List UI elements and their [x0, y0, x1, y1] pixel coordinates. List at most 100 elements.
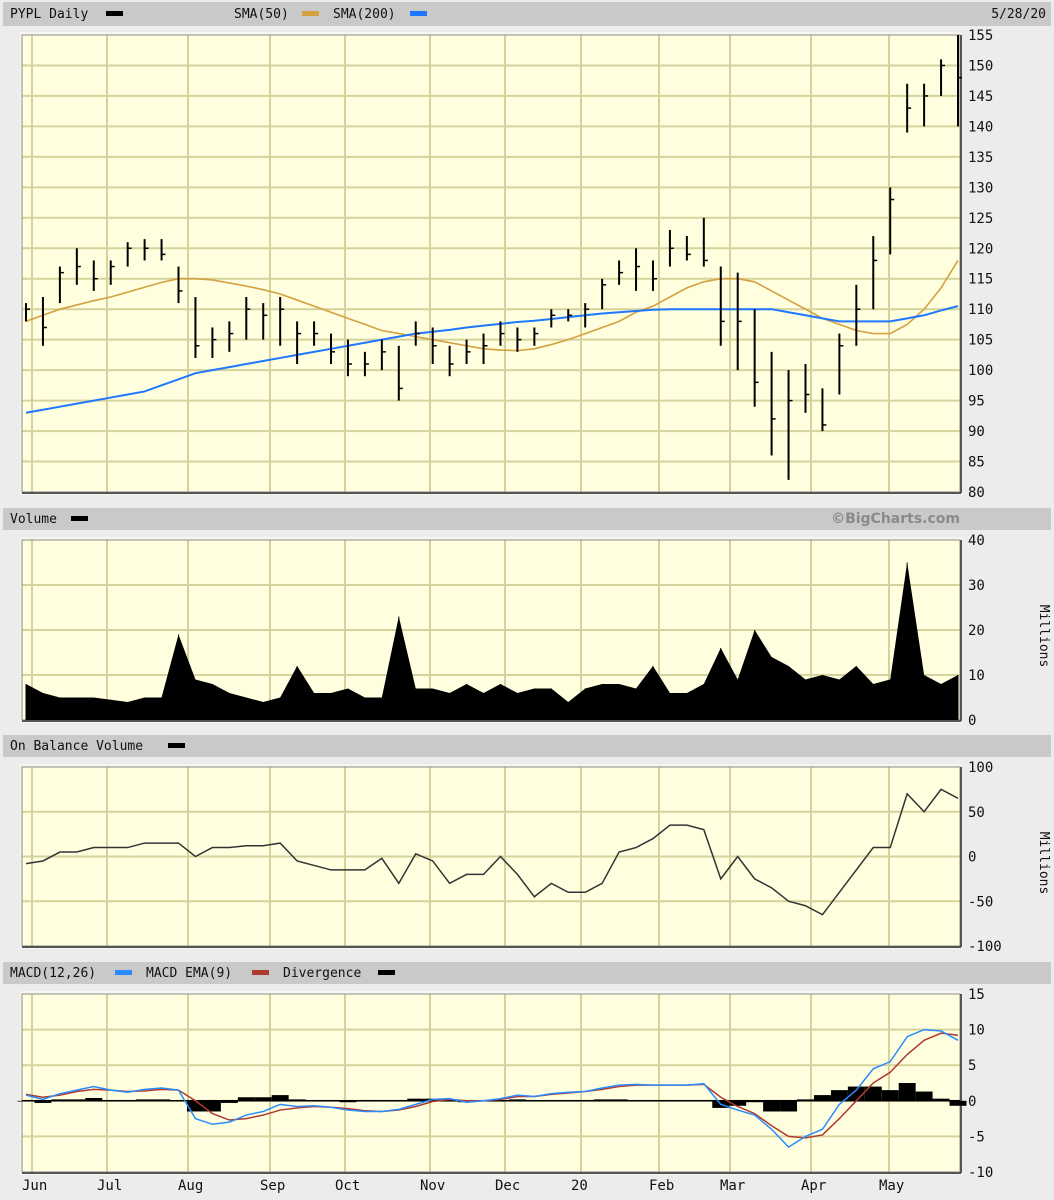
x-tick-label: Aug	[178, 1178, 203, 1194]
x-tick-label: Feb	[649, 1178, 674, 1194]
price-bar	[75, 248, 81, 285]
price-bar	[58, 266, 64, 304]
price-bar	[651, 260, 657, 291]
sma50-legend-label: SMA(50)	[234, 7, 289, 22]
x-tick-label: Mar	[720, 1178, 745, 1194]
price-y-tick-label: 150	[968, 58, 993, 74]
obv-y-tick-label: 0	[968, 850, 976, 866]
price-y-tick-label: 105	[968, 333, 993, 349]
volume-y-tick-label: 30	[968, 578, 985, 594]
price-bar	[448, 345, 454, 377]
price-bar	[397, 345, 403, 401]
price-y-tick-label: 90	[968, 424, 985, 440]
price-y-tick-label: 95	[968, 394, 985, 410]
price-bar	[838, 333, 844, 395]
price-bar	[550, 309, 556, 328]
price-bar	[194, 297, 200, 358]
chart-date: 5/28/20	[991, 7, 1046, 22]
divergence-bar	[85, 1097, 103, 1101]
volume-label: Volume	[10, 512, 57, 527]
obv-header-bar	[3, 735, 1051, 757]
price-bar	[25, 303, 30, 322]
volume-axis-label: Millions	[1036, 605, 1051, 668]
price-bar	[872, 236, 878, 310]
divergence-bar	[729, 1100, 747, 1106]
price-bar	[330, 333, 336, 365]
price-bar	[855, 284, 861, 346]
macd-line	[25, 1028, 959, 1149]
price-y-tick-label: 155	[968, 28, 993, 44]
macd-legend-swatch	[115, 970, 132, 975]
price-y-tick-label: 85	[968, 455, 985, 471]
volume-y-tick-label: 10	[968, 668, 985, 684]
price-bar	[279, 297, 285, 346]
obv-line	[25, 788, 959, 916]
price-bar	[516, 327, 522, 352]
price-bar	[245, 297, 251, 340]
x-tick-label: Oct	[335, 1178, 360, 1194]
macd-y-tick-label: -5	[968, 1129, 985, 1145]
price-bar	[601, 278, 607, 310]
price-bar	[685, 236, 691, 261]
divergence-bar	[763, 1100, 781, 1112]
volume-y-tick-label: 40	[968, 533, 985, 549]
copyright-watermark: ©BigCharts.com	[831, 511, 960, 527]
divergence-bar	[915, 1091, 933, 1101]
obv-label: On Balance Volume	[10, 739, 143, 754]
obv-y-tick-label: 100	[968, 760, 993, 776]
price-bar	[787, 370, 793, 480]
price-bar	[719, 266, 725, 346]
x-tick-label: May	[879, 1178, 904, 1194]
macd-ema-legend-swatch	[252, 970, 269, 975]
volume-panel: 40 30 20 10 0	[20, 533, 985, 729]
price-legend-swatch	[106, 11, 123, 16]
divergence-bar	[34, 1100, 52, 1103]
price-bar	[160, 239, 166, 261]
obv-legend-swatch	[168, 743, 185, 748]
price-bar	[313, 321, 319, 346]
price-bar	[770, 351, 776, 456]
price-bar	[635, 248, 641, 291]
macd-header-bar	[3, 962, 1051, 984]
price-bar	[177, 266, 183, 304]
divergence-bar	[898, 1083, 916, 1101]
obv-y-tick-label: -50	[968, 894, 993, 910]
volume-y-tick-label: 0	[968, 713, 976, 729]
divergence-bar	[220, 1100, 238, 1103]
price-y-tick-label: 100	[968, 363, 993, 379]
price-bar	[940, 59, 946, 96]
divergence-bar	[864, 1086, 882, 1101]
price-bar	[821, 388, 827, 432]
sma200-legend-label: SMA(200)	[333, 7, 396, 22]
price-y-tick-label: 140	[968, 119, 993, 135]
price-header-bar	[3, 2, 1051, 26]
divergence-legend-swatch	[378, 970, 395, 975]
price-y-tick-label: 120	[968, 241, 993, 257]
divergence-bar	[203, 1100, 221, 1112]
price-bar	[736, 272, 742, 371]
sma200-legend-swatch	[410, 11, 427, 16]
price-bar	[211, 327, 217, 358]
divergence-bar	[830, 1090, 848, 1101]
macd-y-tick-label: 0	[968, 1094, 976, 1110]
price-bar	[262, 303, 268, 340]
macd-panel: 15 10 5 0 -5 -10	[17, 987, 993, 1181]
price-bar	[363, 351, 369, 377]
price-bar	[126, 242, 132, 267]
price-bar	[753, 309, 759, 407]
price-y-tick-label: 115	[968, 272, 993, 288]
obv-panel: 100 50 0 -50 -100	[20, 760, 1002, 955]
x-tick-label: Nov	[420, 1178, 445, 1194]
price-y-tick-label: 145	[968, 89, 993, 105]
price-bar	[92, 260, 98, 291]
price-bar	[668, 229, 674, 267]
obv-y-tick-label: -100	[968, 939, 1002, 955]
sma200-line	[25, 305, 959, 414]
divergence-bar	[237, 1097, 255, 1101]
price-bar	[923, 83, 929, 127]
divergence-label: Divergence	[283, 966, 361, 981]
volume-y-tick-label: 20	[968, 623, 985, 639]
divergence-bar	[407, 1098, 425, 1101]
price-bar	[702, 217, 708, 267]
price-bar	[533, 327, 539, 346]
